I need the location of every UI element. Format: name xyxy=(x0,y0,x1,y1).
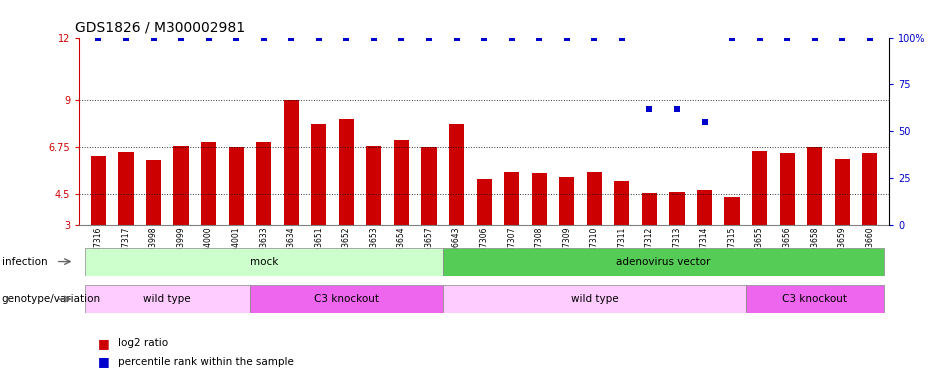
Point xyxy=(697,119,712,125)
Point xyxy=(614,34,629,40)
Bar xyxy=(724,197,739,225)
Bar xyxy=(284,100,299,225)
Point xyxy=(449,34,464,40)
Point xyxy=(173,34,188,40)
Point xyxy=(118,34,133,40)
Text: ■: ■ xyxy=(98,337,110,350)
Bar xyxy=(697,190,712,225)
Bar xyxy=(477,179,492,225)
Bar xyxy=(256,142,271,225)
Bar xyxy=(422,147,437,225)
Bar xyxy=(85,285,250,313)
Point xyxy=(91,34,106,40)
Bar xyxy=(118,152,133,225)
Point xyxy=(422,34,437,40)
Bar xyxy=(229,147,244,225)
Bar xyxy=(532,173,546,225)
Bar xyxy=(91,156,106,225)
Bar xyxy=(614,181,629,225)
Text: GDS1826 / M300002981: GDS1826 / M300002981 xyxy=(75,21,245,35)
Point xyxy=(724,34,739,40)
Bar xyxy=(587,172,602,225)
Text: genotype/variation: genotype/variation xyxy=(2,294,101,304)
Point xyxy=(587,34,601,40)
Point xyxy=(560,34,574,40)
Text: log2 ratio: log2 ratio xyxy=(118,338,169,348)
Bar xyxy=(835,159,850,225)
Bar xyxy=(669,192,684,225)
Bar xyxy=(807,147,822,225)
Text: C3 knockout: C3 knockout xyxy=(314,294,379,304)
Point xyxy=(807,34,822,40)
Text: wild type: wild type xyxy=(143,294,191,304)
Bar xyxy=(779,153,795,225)
Bar xyxy=(443,248,884,276)
Bar xyxy=(449,124,465,225)
Point xyxy=(752,34,767,40)
Text: adenovirus vector: adenovirus vector xyxy=(616,256,710,267)
Bar xyxy=(339,119,354,225)
Bar xyxy=(641,193,657,225)
Bar xyxy=(146,160,161,225)
Bar xyxy=(746,285,884,313)
Point xyxy=(642,106,657,112)
Bar xyxy=(394,140,409,225)
Point xyxy=(835,34,850,40)
Bar xyxy=(311,124,327,225)
Bar xyxy=(560,177,574,225)
Point xyxy=(201,34,216,40)
Bar xyxy=(366,146,382,225)
Text: wild type: wild type xyxy=(571,294,618,304)
Bar xyxy=(504,172,519,225)
Point xyxy=(256,34,271,40)
Point xyxy=(669,106,684,112)
Point xyxy=(394,34,409,40)
Bar xyxy=(752,151,767,225)
Text: percentile rank within the sample: percentile rank within the sample xyxy=(118,357,294,367)
Text: ■: ■ xyxy=(98,356,110,368)
Bar xyxy=(173,146,189,225)
Point xyxy=(477,34,492,40)
Bar xyxy=(862,153,877,225)
Bar xyxy=(443,285,746,313)
Point xyxy=(146,34,161,40)
Bar xyxy=(201,142,216,225)
Text: mock: mock xyxy=(250,256,278,267)
Point xyxy=(284,34,299,40)
Bar xyxy=(85,248,443,276)
Bar xyxy=(250,285,443,313)
Point xyxy=(532,34,546,40)
Point xyxy=(339,34,354,40)
Point xyxy=(505,34,519,40)
Point xyxy=(229,34,244,40)
Point xyxy=(862,34,877,40)
Text: C3 knockout: C3 knockout xyxy=(782,294,847,304)
Text: infection: infection xyxy=(2,256,47,267)
Point xyxy=(367,34,382,40)
Point xyxy=(780,34,795,40)
Point xyxy=(311,34,326,40)
